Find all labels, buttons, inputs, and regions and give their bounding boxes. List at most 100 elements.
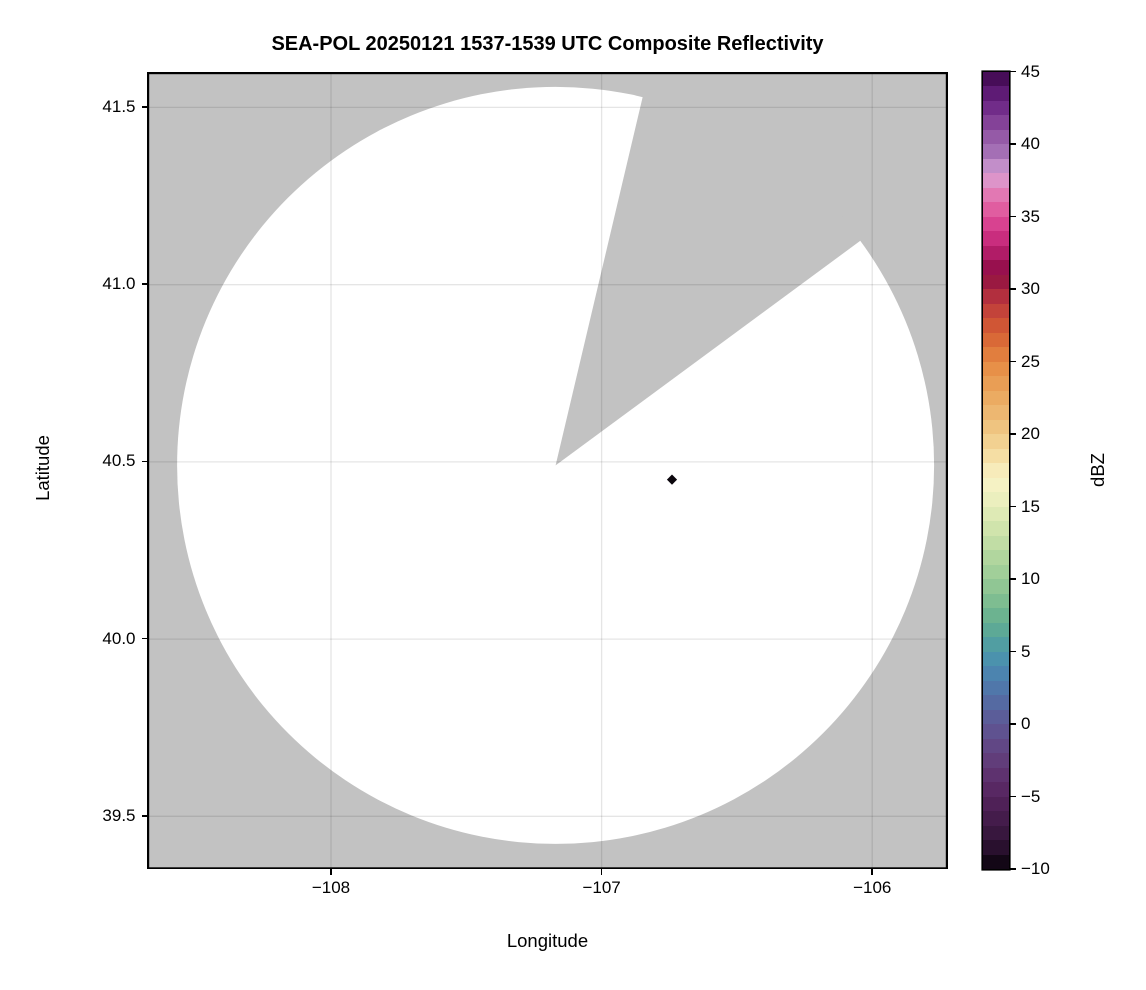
colorbar-tick xyxy=(1010,795,1016,798)
colorbar-block xyxy=(983,303,1009,319)
x-tick-label: −108 xyxy=(311,878,351,897)
colorbar-block xyxy=(983,753,1009,768)
colorbar-block xyxy=(983,796,1009,812)
colorbar-tick-label: 30 xyxy=(1021,279,1040,298)
colorbar-block xyxy=(983,129,1009,145)
colorbar-tick-label: −10 xyxy=(1021,859,1050,878)
colorbar-tick xyxy=(1010,650,1016,653)
colorbar-block xyxy=(983,622,1009,638)
colorbar-block xyxy=(983,738,1009,754)
colorbar-block xyxy=(983,405,1009,420)
x-axis-tick xyxy=(600,869,603,875)
colorbar-block xyxy=(983,245,1009,261)
colorbar-tick-label: 20 xyxy=(1021,424,1040,443)
colorbar-block xyxy=(983,202,1009,217)
colorbar-block xyxy=(983,782,1009,797)
colorbar-tick xyxy=(1010,360,1016,363)
y-axis-label-text: Latitude xyxy=(32,435,53,501)
y-tick-label: 39.5 xyxy=(102,805,136,825)
colorbar-block xyxy=(983,361,1009,377)
colorbar-block xyxy=(983,854,1009,870)
colorbar-tick-label: 45 xyxy=(1021,61,1040,81)
x-axis-tick xyxy=(871,869,874,875)
y-axis-tick xyxy=(141,637,147,640)
colorbar-tick xyxy=(1010,868,1016,870)
colorbar-block xyxy=(983,492,1009,507)
x-axis-label: Longitude xyxy=(506,930,589,951)
colorbar-block xyxy=(983,535,1009,551)
colorbar-block xyxy=(983,187,1009,203)
colorbar-tick-label: 35 xyxy=(1021,206,1040,226)
colorbar-block xyxy=(983,332,1009,348)
colorbar-block xyxy=(983,811,1009,826)
colorbar-block xyxy=(983,666,1009,681)
colorbar-block xyxy=(983,564,1009,580)
colorbar-tick xyxy=(1010,288,1016,290)
colorbar-block xyxy=(983,651,1009,667)
colorbar-tick xyxy=(1010,70,1016,73)
colorbar-block xyxy=(983,376,1009,391)
colorbar-block xyxy=(983,680,1009,696)
colorbar-block xyxy=(983,260,1009,275)
y-axis-tick xyxy=(141,106,147,108)
colorbar-block xyxy=(983,173,1009,188)
colorbar-tick xyxy=(1010,723,1016,725)
map-plot-area xyxy=(147,71,948,869)
colorbar-block xyxy=(983,724,1009,739)
colorbar xyxy=(983,71,1009,870)
x-tick-label: −107 xyxy=(582,878,621,897)
colorbar-block xyxy=(983,709,1009,725)
colorbar-block xyxy=(983,593,1009,609)
colorbar-tick-label: 0 xyxy=(1021,714,1031,733)
colorbar-block xyxy=(983,100,1009,116)
y-axis-tick xyxy=(141,460,147,463)
y-tick-label: 40.0 xyxy=(102,628,136,648)
colorbar-block xyxy=(983,840,1009,855)
colorbar-tick-label: −5 xyxy=(1021,786,1041,806)
colorbar-tick xyxy=(1010,433,1016,435)
plot-border xyxy=(147,71,948,869)
colorbar-block xyxy=(983,216,1009,232)
chart-title: SEA-POL 20250121 1537-1539 UTC Composite… xyxy=(271,33,824,55)
colorbar-block xyxy=(983,231,1009,246)
colorbar-label-text: dBZ xyxy=(1087,453,1108,487)
colorbar-block xyxy=(983,434,1009,449)
colorbar-tick-label: 5 xyxy=(1021,641,1031,661)
y-tick-label: 40.5 xyxy=(102,451,136,471)
colorbar-block xyxy=(983,390,1009,406)
colorbar-tick-label: 40 xyxy=(1021,134,1040,153)
colorbar-tick xyxy=(1010,578,1016,580)
colorbar-block xyxy=(983,71,1009,87)
y-tick-label: 41.0 xyxy=(102,274,136,294)
blocked-sector-wedge xyxy=(555,95,862,465)
colorbar-tick xyxy=(1010,505,1016,508)
colorbar-block xyxy=(983,158,1009,174)
colorbar-block xyxy=(983,767,1009,783)
y-axis-tick xyxy=(141,815,147,817)
colorbar-block xyxy=(983,550,1009,565)
colorbar-tick xyxy=(1010,143,1016,145)
colorbar-block xyxy=(983,274,1009,290)
colorbar-block xyxy=(983,506,1009,522)
colorbar-tick-label: 15 xyxy=(1021,496,1040,516)
colorbar-block xyxy=(983,318,1009,333)
y-tick-label: 41.5 xyxy=(102,96,136,116)
colorbar-block xyxy=(983,289,1009,304)
colorbar-block xyxy=(983,521,1009,536)
colorbar-tick-label: 25 xyxy=(1021,351,1040,371)
colorbar-block xyxy=(983,608,1009,623)
colorbar-block xyxy=(983,144,1009,159)
colorbar-block xyxy=(983,463,1009,478)
colorbar-block xyxy=(983,86,1009,101)
colorbar-block xyxy=(983,579,1009,594)
colorbar-block xyxy=(983,347,1009,362)
colorbar-block xyxy=(983,419,1009,435)
colorbar-block xyxy=(983,477,1009,493)
colorbar-block xyxy=(983,448,1009,464)
colorbar-tick-label: 10 xyxy=(1021,569,1040,588)
colorbar-tick xyxy=(1010,215,1016,218)
colorbar-block xyxy=(983,825,1009,841)
x-axis-tick xyxy=(330,869,332,875)
colorbar-block xyxy=(983,695,1009,710)
